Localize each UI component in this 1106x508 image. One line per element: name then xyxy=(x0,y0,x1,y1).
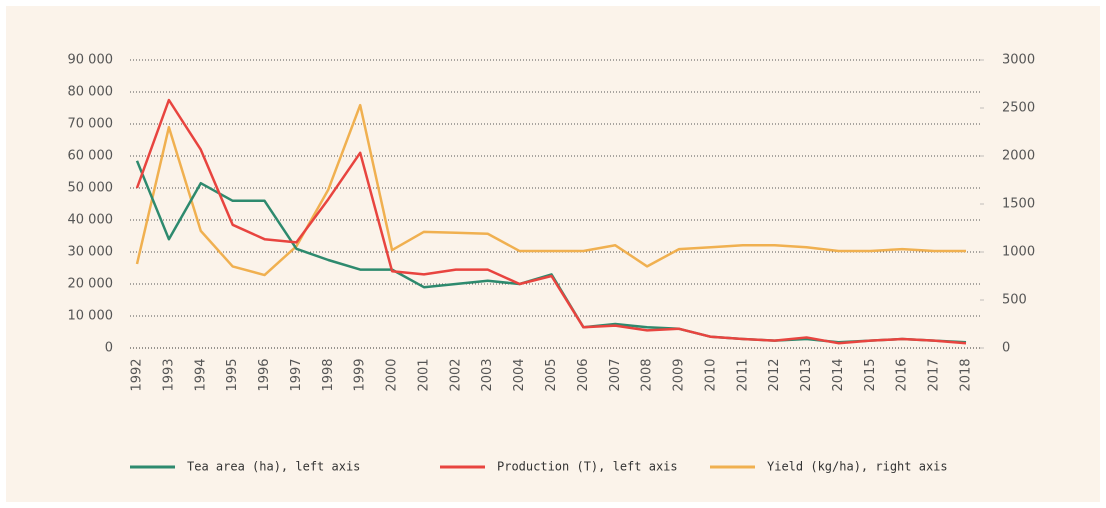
x-tick-label: 2009 xyxy=(672,358,687,391)
y2-tick-label: 500 xyxy=(1002,293,1027,308)
legend-label: Production (T), left axis xyxy=(497,460,678,474)
x-tick-label: 2000 xyxy=(385,358,400,391)
y-tick-label: 20 000 xyxy=(68,277,114,292)
y2-tick-label: 2500 xyxy=(1002,101,1035,116)
y2-tick-label: 0 xyxy=(1002,341,1010,356)
legend-label: Tea area (ha), left axis xyxy=(187,460,360,474)
x-tick-label: 2015 xyxy=(863,358,878,391)
x-tick-label: 2002 xyxy=(448,358,463,391)
x-tick-label: 1996 xyxy=(257,358,272,391)
y2-tick-label: 1000 xyxy=(1002,245,1035,260)
y-tick-label: 10 000 xyxy=(68,309,114,324)
x-tick-label: 2014 xyxy=(831,358,846,391)
y-tick-label: 30 000 xyxy=(68,245,114,260)
x-tick-label: 2008 xyxy=(640,358,655,391)
legend-label: Yield (kg/ha), right axis xyxy=(767,460,948,474)
x-tick-label: 2016 xyxy=(895,358,910,391)
y-tick-label: 70 000 xyxy=(68,117,114,132)
y-tick-label: 60 000 xyxy=(68,149,114,164)
line-series xyxy=(135,103,966,277)
x-tick-label: 1998 xyxy=(321,358,336,391)
x-tick-label: 2010 xyxy=(703,358,718,391)
line-series xyxy=(135,98,967,345)
x-tick-label: 1999 xyxy=(353,358,368,391)
x-tick-label: 1993 xyxy=(161,358,176,391)
y2-tick-label: 3000 xyxy=(1002,53,1035,68)
x-tick-label: 2003 xyxy=(480,358,495,391)
x-tick-label: 1994 xyxy=(193,358,208,391)
x-tick-label: 2011 xyxy=(735,358,750,391)
x-tick-label: 2012 xyxy=(767,358,782,391)
y-tick-label: 50 000 xyxy=(68,181,114,196)
x-tick-label: 2001 xyxy=(416,358,431,391)
y2-tick-label: 2000 xyxy=(1002,149,1035,164)
x-tick-label: 1997 xyxy=(289,358,304,391)
y-tick-label: 40 000 xyxy=(68,213,114,228)
y-tick-label: 80 000 xyxy=(68,85,114,100)
y-tick-label: 0 xyxy=(105,341,113,356)
x-tick-label: 1992 xyxy=(130,358,145,391)
x-tick-label: 2004 xyxy=(512,358,527,391)
x-tick-label: 1995 xyxy=(225,358,240,391)
x-tick-label: 2013 xyxy=(799,358,814,391)
x-tick-label: 2017 xyxy=(927,358,942,391)
x-tick-label: 2005 xyxy=(544,358,559,391)
panel xyxy=(6,6,1100,502)
x-tick-label: 2018 xyxy=(959,358,974,391)
y2-tick-label: 1500 xyxy=(1002,197,1035,212)
y-tick-label: 90 000 xyxy=(68,53,114,68)
x-tick-label: 2007 xyxy=(608,358,623,391)
x-tick-label: 2006 xyxy=(576,358,591,391)
